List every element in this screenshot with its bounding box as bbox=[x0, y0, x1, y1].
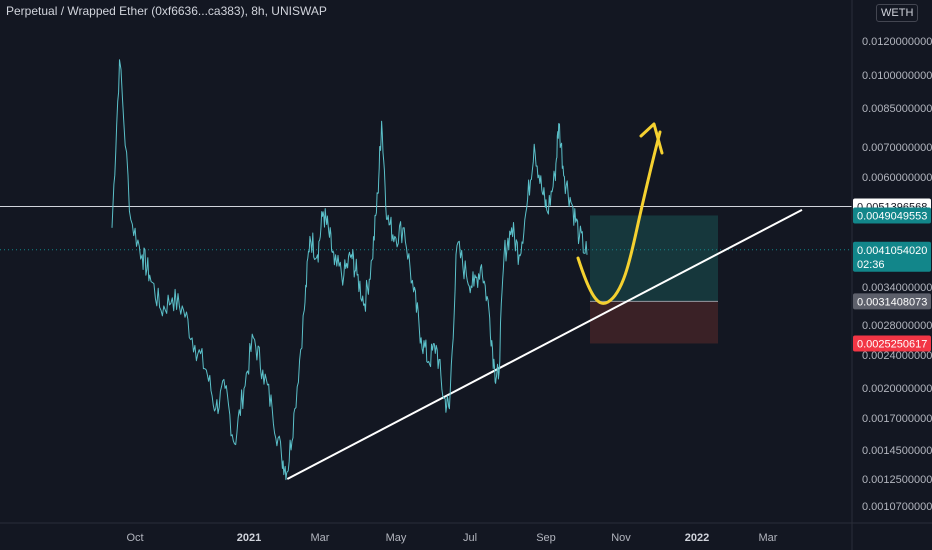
price-label-red[interactable]: 0.0025250617 bbox=[853, 335, 931, 352]
position-tool[interactable] bbox=[590, 215, 718, 344]
y-tick-label: 0.0060000000 bbox=[862, 172, 932, 184]
price-label-teal[interactable]: 0.0049049553 bbox=[853, 207, 931, 224]
price-label-gray[interactable]: 0.0031408073 bbox=[853, 293, 931, 310]
x-tick-label: May bbox=[386, 532, 407, 544]
y-tick-label: 0.0010700000 bbox=[862, 501, 932, 513]
y-tick-label: 0.0028000000 bbox=[862, 320, 932, 332]
price-label-box bbox=[853, 335, 931, 352]
stop-zone[interactable] bbox=[590, 301, 718, 344]
x-tick-label: 2021 bbox=[237, 532, 261, 544]
y-tick-label: 0.0017000000 bbox=[862, 413, 932, 425]
price-label-box bbox=[853, 207, 931, 224]
y-tick-label: 0.0120000000 bbox=[862, 36, 932, 48]
y-tick-label: 0.0085000000 bbox=[862, 103, 932, 115]
price-label-box bbox=[853, 293, 931, 310]
price-label-value: 0.0031408073 bbox=[857, 296, 927, 308]
chart-title: Perpetual / Wrapped Ether (0xf6636...ca3… bbox=[6, 4, 327, 18]
forecast-arrow-head[interactable] bbox=[639, 122, 664, 155]
y-tick-label: 0.0024000000 bbox=[862, 350, 932, 362]
x-tick-label: 2022 bbox=[685, 532, 709, 544]
y-tick-label: 0.0070000000 bbox=[862, 142, 932, 154]
y-tick-label: 0.0034000000 bbox=[862, 282, 932, 294]
price-label-teal[interactable]: 0.0041054020 02:36 bbox=[853, 241, 931, 272]
x-tick-label: Sep bbox=[536, 532, 556, 544]
price-axis[interactable] bbox=[852, 0, 932, 550]
price-label-box bbox=[853, 241, 931, 272]
price-label-value: 0.0049049553 bbox=[857, 210, 927, 222]
x-tick-label: Mar bbox=[759, 532, 778, 544]
price-label-value: 0.0025250617 bbox=[857, 338, 927, 350]
price-series bbox=[111, 59, 588, 481]
x-tick-label: Nov bbox=[611, 532, 631, 544]
y-tick-label: 0.0100000000 bbox=[862, 70, 932, 82]
target-zone[interactable] bbox=[590, 215, 718, 302]
price-label-value: 0.0041054020 bbox=[857, 245, 927, 257]
support-trend-line[interactable] bbox=[286, 208, 803, 480]
price-line bbox=[111, 59, 588, 481]
x-tick-label: Oct bbox=[126, 532, 143, 544]
forecast-drawing[interactable] bbox=[576, 122, 664, 305]
countdown-timer: 02:36 bbox=[857, 259, 885, 271]
x-tick-label: Jul bbox=[463, 532, 477, 544]
currency-badge[interactable]: WETH bbox=[876, 4, 919, 22]
x-tick-label: Mar bbox=[311, 532, 330, 544]
y-tick-label: 0.0014500000 bbox=[862, 445, 932, 457]
y-tick-label: 0.0012500000 bbox=[862, 474, 932, 486]
forecast-curve[interactable] bbox=[576, 130, 662, 305]
y-tick-label: 0.0020000000 bbox=[862, 383, 932, 395]
